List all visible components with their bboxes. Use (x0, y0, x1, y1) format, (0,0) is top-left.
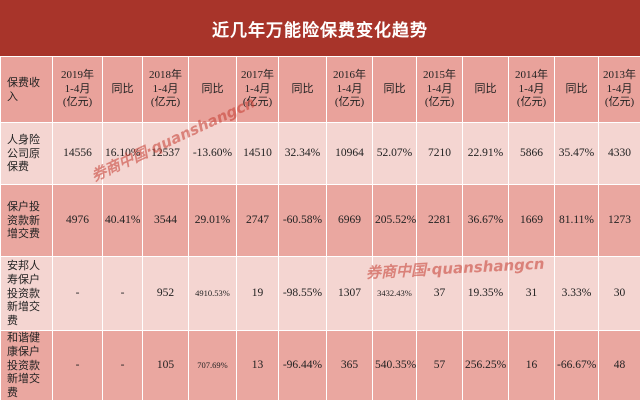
header-cell: 保费收入 (1, 57, 53, 123)
table-cell: 40.41% (103, 185, 143, 257)
header-cell: 同比 (373, 57, 417, 123)
table-cell: 4910.53% (189, 257, 237, 331)
table-cell: 16 (509, 331, 555, 401)
table-cell: 4330 (599, 123, 640, 185)
table-cell: 22.91% (463, 123, 509, 185)
table-row: 人身险公司原保费 14556 16.10% 12537 -13.60% 1451… (1, 123, 640, 185)
table-cell: 205.52% (373, 185, 417, 257)
table-cell: 36.67% (463, 185, 509, 257)
table-cell: - (53, 331, 103, 401)
table-cell: 19 (237, 257, 279, 331)
table-cell: 1669 (509, 185, 555, 257)
table-cell: -60.58% (279, 185, 327, 257)
table-title: 近几年万能险保费变化趋势 (0, 0, 640, 56)
table-cell: 35.47% (555, 123, 599, 185)
table-row: 和谐健康保户投资款新增交费 - - 105 707.69% 13 -96.44%… (1, 331, 640, 401)
table-cell: 57 (417, 331, 463, 401)
table-cell: 3.33% (555, 257, 599, 331)
table-cell: 1307 (327, 257, 373, 331)
table-cell: 19.35% (463, 257, 509, 331)
table-cell: 3432.43% (373, 257, 417, 331)
table-cell: 81.11% (555, 185, 599, 257)
table-cell: 6969 (327, 185, 373, 257)
row-label: 和谐健康保户投资款新增交费 (1, 331, 53, 401)
table-cell: 1273 (599, 185, 640, 257)
table-cell: 952 (143, 257, 189, 331)
table-cell: 31 (509, 257, 555, 331)
table-cell: 4976 (53, 185, 103, 257)
table-cell: 256.25% (463, 331, 509, 401)
table-cell: 5866 (509, 123, 555, 185)
table-cell: - (103, 257, 143, 331)
table-row: 保户投资款新增交费 4976 40.41% 3544 29.01% 2747 -… (1, 185, 640, 257)
table-cell: 29.01% (189, 185, 237, 257)
table-cell: 10964 (327, 123, 373, 185)
table-cell: 14556 (53, 123, 103, 185)
table-cell: -96.44% (279, 331, 327, 401)
table-cell: 52.07% (373, 123, 417, 185)
table-cell: -66.67% (555, 331, 599, 401)
row-label: 人身险公司原保费 (1, 123, 53, 185)
table-cell: 2747 (237, 185, 279, 257)
table-cell: 37 (417, 257, 463, 331)
table-cell: 13 (237, 331, 279, 401)
header-cell: 同比 (103, 57, 143, 123)
table-cell: -13.60% (189, 123, 237, 185)
header-cell: 同比 (555, 57, 599, 123)
table-cell: -98.55% (279, 257, 327, 331)
table-cell: 3544 (143, 185, 189, 257)
title-text: 近几年万能险保费变化趋势 (212, 16, 428, 41)
table-cell: - (53, 257, 103, 331)
header-cell: 同比 (463, 57, 509, 123)
row-label: 保户投资款新增交费 (1, 185, 53, 257)
table-cell: 32.34% (279, 123, 327, 185)
table-cell: 365 (327, 331, 373, 401)
table-cell: - (103, 331, 143, 401)
table-row: 安邦人寿保户投资款新增交费 - - 952 4910.53% 19 -98.55… (1, 257, 640, 331)
table-cell: 540.35% (373, 331, 417, 401)
table-cell: 12537 (143, 123, 189, 185)
table-cell: 2281 (417, 185, 463, 257)
header-cell: 同比 (279, 57, 327, 123)
header-cell: 同比 (189, 57, 237, 123)
table-cell: 14510 (237, 123, 279, 185)
table-cell: 105 (143, 331, 189, 401)
row-label: 安邦人寿保户投资款新增交费 (1, 257, 53, 331)
table-cell: 48 (599, 331, 640, 401)
table-cell: 30 (599, 257, 640, 331)
table-cell: 16.10% (103, 123, 143, 185)
table-cell: 7210 (417, 123, 463, 185)
table-cell: 707.69% (189, 331, 237, 401)
